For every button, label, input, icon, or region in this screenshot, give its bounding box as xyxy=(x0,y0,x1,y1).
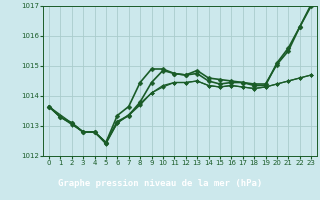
Text: Graphe pression niveau de la mer (hPa): Graphe pression niveau de la mer (hPa) xyxy=(58,179,262,188)
